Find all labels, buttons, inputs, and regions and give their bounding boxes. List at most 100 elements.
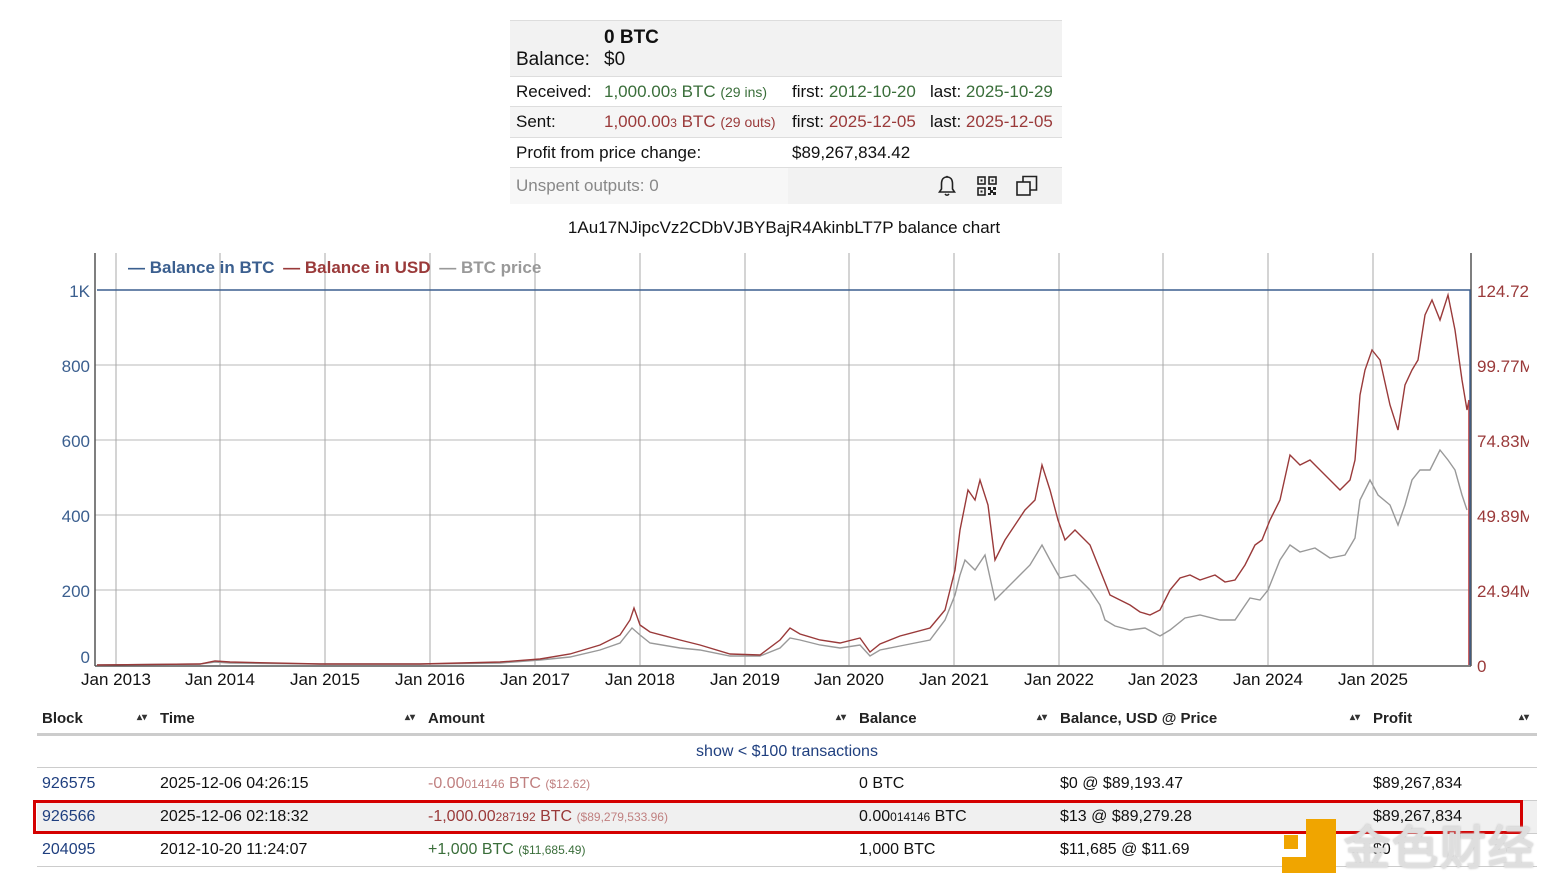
column-header-balance[interactable]: Balance ▴▾ (854, 710, 1055, 727)
tx-amount: -0.00014146 BTC ($12.62) (423, 775, 854, 793)
sort-icon[interactable]: ▴▾ (1036, 712, 1047, 723)
sent-amount-small: 3 (670, 116, 677, 130)
legend-btc-price[interactable]: — BTC price (439, 258, 542, 277)
sort-icon[interactable]: ▴▾ (136, 712, 147, 723)
y-tick-right: 24.94M (1477, 582, 1529, 601)
y-tick-right: 49.89M (1477, 507, 1529, 526)
profit-label: Profit from price change: (516, 142, 702, 162)
received-first: first: 2012-10-20 (792, 82, 930, 102)
sent-last: last: 2025-12-05 (930, 112, 1053, 132)
table-row: 926575 2025-12-06 04:26:15 -0.00014146 B… (37, 768, 1537, 801)
profit-row: Profit from price change: $89,267,834.42 (510, 138, 1062, 168)
series-balance-btc (97, 289, 1471, 665)
column-header-time[interactable]: Time ▴▾ (155, 710, 423, 727)
block-link[interactable]: 926566 (42, 808, 96, 825)
received-first-date: 2012-10-20 (828, 81, 916, 101)
header-label: Time (160, 709, 195, 727)
tx-balance-usd-price: $0 @ $89,193.47 (1060, 775, 1184, 792)
tx-balance: 0 BTC (854, 775, 1055, 793)
sort-icon[interactable]: ▴▾ (404, 712, 415, 723)
received-label: Received: (516, 81, 592, 101)
y-tick-right: 74.83M (1477, 432, 1529, 451)
last-label: last: (930, 112, 962, 131)
balance-unit: BTC (930, 808, 967, 825)
sent-row: Sent: 1,000.003 BTC (29 outs) first: 202… (510, 107, 1062, 138)
series-btc-price (96, 448, 1468, 666)
sort-icon[interactable]: ▴▾ (1518, 712, 1529, 723)
x-tick: Jan 2016 (395, 670, 465, 689)
balance-label: Balance: (516, 49, 590, 70)
tx-balance: 0.00014146 BTC (854, 808, 1055, 826)
x-tick: Jan 2013 (81, 670, 151, 689)
tx-profit: $0 (1373, 841, 1391, 858)
header-label: Balance (859, 709, 917, 727)
qr-code-icon[interactable] (976, 175, 998, 197)
tx-time: 2012-10-20 11:24:07 (160, 841, 308, 858)
amount-main: -1,000.00 (428, 808, 496, 825)
tx-balance-usd-price: $13 @ $89,279.28 (1060, 808, 1192, 825)
balance-usd: $0 (604, 49, 626, 70)
amount-main: +1,000 (428, 841, 478, 858)
sent-amount-main: 1,000.00 (604, 112, 671, 131)
header-label: Profit (1373, 709, 1413, 727)
transactions-table: Block ▴▾ Time ▴▾ Amount ▴▾ Balance ▴▾ Balanc… (37, 703, 1537, 867)
unspent-outputs-label: Unspent outputs: 0 (510, 168, 788, 204)
tx-profit: $89,267,834 (1373, 775, 1462, 792)
column-header-amount[interactable]: Amount ▴▾ (423, 710, 854, 727)
profit-value: $89,267,834.42 (792, 142, 911, 162)
balance-main: 1,000 BTC (859, 841, 936, 858)
sent-first: first: 2025-12-05 (792, 112, 930, 132)
sent-amount: 1,000.003 BTC (29 outs) (604, 112, 792, 132)
block-link[interactable]: 926575 (42, 775, 96, 792)
sent-unit: BTC (676, 112, 716, 131)
balance-row: Balance: 0 BTC $0 (510, 21, 1062, 77)
received-row: Received: 1,000.003 BTC (29 ins) first: … (510, 77, 1062, 107)
x-tick: Jan 2021 (919, 670, 989, 689)
x-tick: Jan 2015 (290, 670, 360, 689)
amount-usd: ($11,685.49) (518, 843, 586, 857)
column-header-block[interactable]: Block ▴▾ (37, 710, 155, 727)
amount-unit: BTC (477, 841, 514, 858)
column-header-profit[interactable]: Profit ▴▾ (1368, 710, 1537, 727)
x-gridlines (115, 253, 1374, 665)
sent-count: (29 outs) (720, 114, 776, 130)
amount-small: 014146 (464, 777, 505, 791)
tx-balance: 1,000 BTC (854, 841, 1055, 859)
y-tick-left: 600 (61, 432, 90, 451)
table-row-highlighted: 926566 2025-12-06 02:18:32 -1,000.002871… (37, 801, 1537, 834)
bell-icon[interactable] (936, 175, 958, 197)
balance-small: 014146 (890, 810, 931, 824)
legend-balance-btc[interactable]: — Balance in BTC (128, 258, 275, 277)
tx-profit: $89,267,834 (1373, 808, 1462, 825)
balance-main: 0.00 (859, 808, 891, 825)
sort-icon[interactable]: ▴▾ (1349, 712, 1360, 723)
show-small-transactions-row: show < $100 transactions (37, 736, 1537, 768)
chart-legend: — Balance in BTC — Balance in USD — BTC … (128, 258, 545, 278)
balance-btc: 0 BTC (604, 27, 659, 48)
y-tick-left: 0 (80, 648, 90, 667)
sort-icon[interactable]: ▴▾ (835, 712, 846, 723)
x-tick: Jan 2019 (710, 670, 780, 689)
column-header-balance-usd[interactable]: Balance, USD @ Price ▴▾ (1055, 710, 1368, 727)
x-tick: Jan 2022 (1024, 670, 1094, 689)
amount-usd: ($89,279,533.96) (576, 810, 668, 824)
copy-icon[interactable] (1016, 175, 1038, 197)
legend-balance-usd[interactable]: — Balance in USD (283, 258, 431, 277)
x-tick: Jan 2014 (185, 670, 255, 689)
balance-main: 0 BTC (859, 775, 905, 792)
received-unit: BTC (676, 81, 716, 101)
balance-chart (94, 253, 1472, 667)
y-tick-left: 1K (69, 282, 90, 301)
first-label: first: (792, 81, 825, 101)
x-tick: Jan 2025 (1338, 670, 1408, 689)
tx-balance-usd-price: $11,685 @ $11.69 (1060, 841, 1190, 858)
show-small-transactions-link[interactable]: show < $100 transactions (696, 742, 878, 760)
table-header: Block ▴▾ Time ▴▾ Amount ▴▾ Balance ▴▾ Balanc… (37, 703, 1537, 736)
y-gridlines (95, 364, 1470, 591)
block-link[interactable]: 204095 (42, 841, 96, 858)
header-label: Balance, USD @ Price (1060, 709, 1218, 727)
tx-amount: +1,000 BTC ($11,685.49) (423, 841, 854, 859)
received-last: last: 2025-10-29 (930, 82, 1053, 102)
table-row: 204095 2012-10-20 11:24:07 +1,000 BTC ($… (37, 834, 1537, 867)
y-tick-right: 99.77M (1477, 357, 1529, 376)
